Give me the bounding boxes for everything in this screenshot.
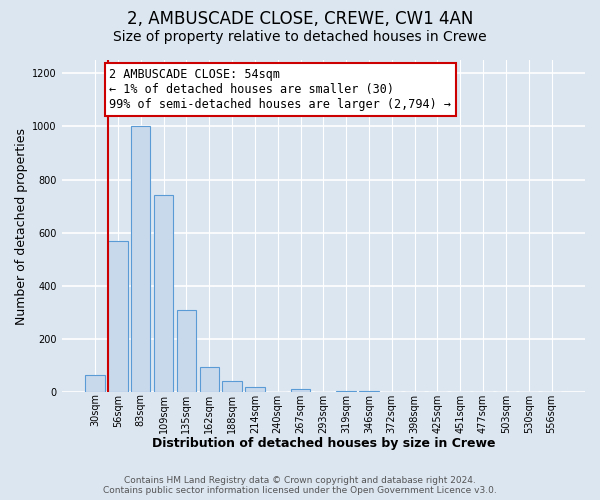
Bar: [154, 196, 173, 392]
Bar: [131, 126, 151, 392]
Bar: [177, 310, 196, 392]
Text: 2 AMBUSCADE CLOSE: 54sqm
← 1% of detached houses are smaller (30)
99% of semi-de: 2 AMBUSCADE CLOSE: 54sqm ← 1% of detache…: [109, 68, 451, 111]
Bar: [359, 390, 379, 392]
Text: Contains HM Land Registry data © Crown copyright and database right 2024.
Contai: Contains HM Land Registry data © Crown c…: [103, 476, 497, 495]
Bar: [85, 375, 105, 392]
Bar: [291, 390, 310, 392]
Bar: [200, 367, 219, 392]
Text: Size of property relative to detached houses in Crewe: Size of property relative to detached ho…: [113, 30, 487, 44]
Bar: [223, 382, 242, 392]
Text: 2, AMBUSCADE CLOSE, CREWE, CW1 4AN: 2, AMBUSCADE CLOSE, CREWE, CW1 4AN: [127, 10, 473, 28]
X-axis label: Distribution of detached houses by size in Crewe: Distribution of detached houses by size …: [152, 437, 495, 450]
Y-axis label: Number of detached properties: Number of detached properties: [15, 128, 28, 324]
Bar: [337, 390, 356, 392]
Bar: [245, 387, 265, 392]
Bar: [108, 240, 128, 392]
